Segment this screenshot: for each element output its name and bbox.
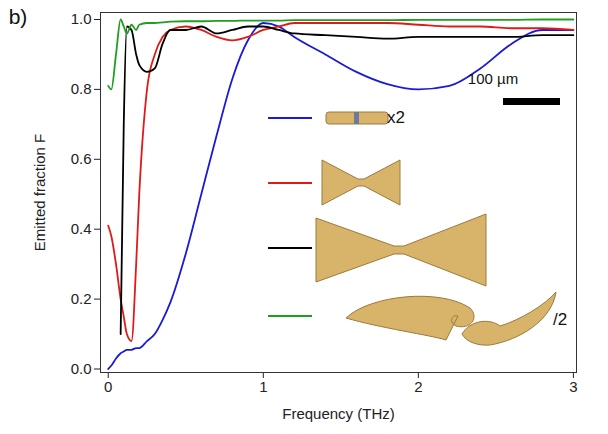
svg-text:b): b): [9, 5, 28, 28]
svg-text:x2: x2: [387, 108, 405, 127]
svg-text:1.0: 1.0: [71, 10, 92, 27]
svg-text:0.8: 0.8: [71, 80, 92, 97]
svg-text:0.0: 0.0: [71, 360, 92, 377]
svg-text:100 µm: 100 µm: [468, 70, 518, 87]
svg-text:0: 0: [104, 378, 112, 395]
svg-text:2: 2: [414, 378, 422, 395]
svg-text:3: 3: [569, 378, 577, 395]
svg-text:0.6: 0.6: [71, 150, 92, 167]
svg-text:/2: /2: [553, 310, 567, 329]
svg-text:Frequency (THz): Frequency (THz): [282, 405, 395, 422]
svg-text:0.4: 0.4: [71, 220, 92, 237]
svg-text:0.2: 0.2: [71, 290, 92, 307]
svg-text:Emitted fraction F: Emitted fraction F: [31, 134, 48, 252]
svg-text:1: 1: [259, 378, 267, 395]
